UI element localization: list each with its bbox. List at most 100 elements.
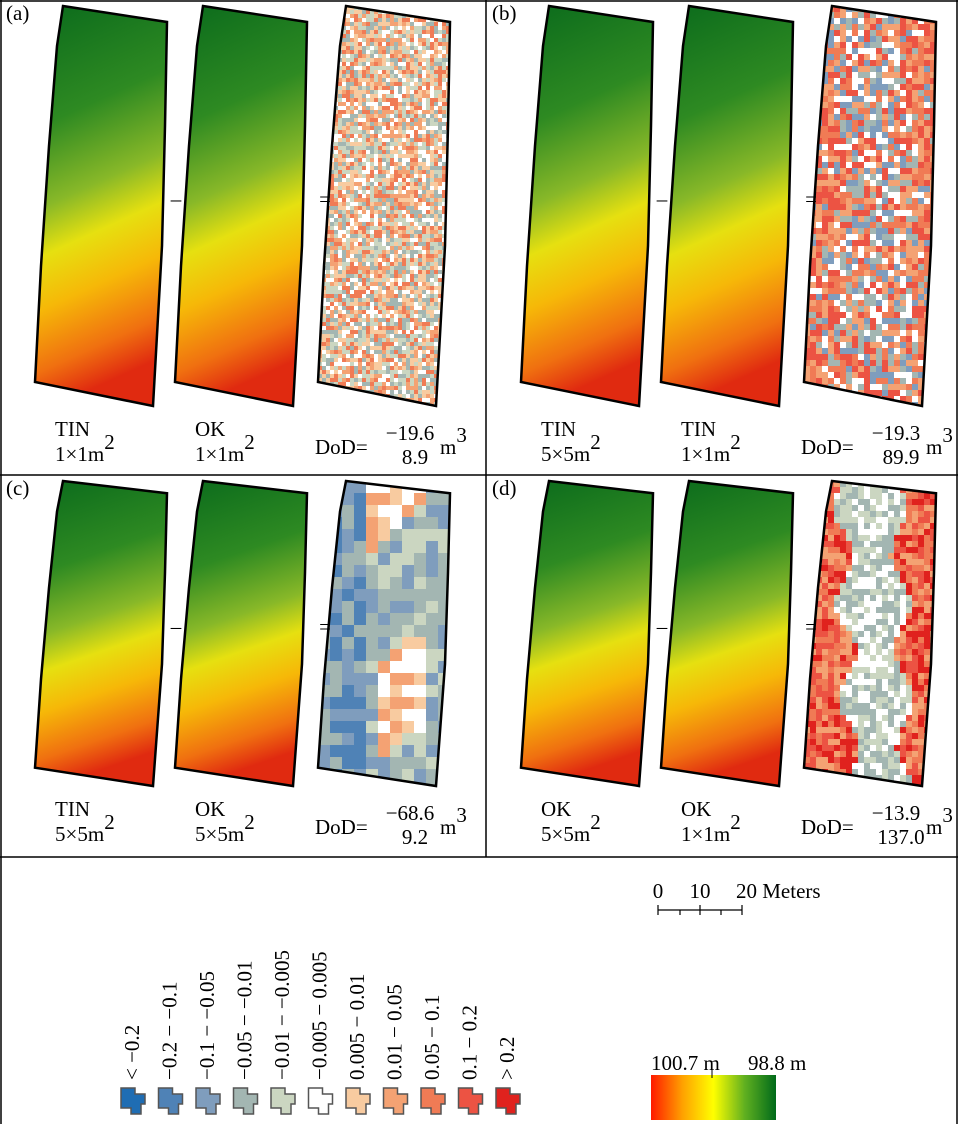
dod-cell xyxy=(900,48,907,55)
dod-cell xyxy=(358,186,363,191)
dod-cell xyxy=(386,374,391,379)
dod-cell xyxy=(342,162,347,167)
dod-cell xyxy=(804,96,811,103)
dod-cell xyxy=(822,216,829,223)
dod-cell xyxy=(386,58,391,63)
dod-cell xyxy=(334,222,339,227)
dod-cell xyxy=(450,390,455,395)
dod-cell xyxy=(354,118,359,123)
dod-cell xyxy=(876,198,883,205)
dod-cell xyxy=(362,126,367,131)
dod-cell xyxy=(370,346,375,351)
dod-cell xyxy=(422,358,427,363)
dod-cell xyxy=(438,122,443,127)
dod-cell xyxy=(882,30,889,37)
dod-cell xyxy=(918,228,925,235)
dod-cell xyxy=(442,70,447,75)
dod-cell xyxy=(366,366,371,371)
dod-cell xyxy=(894,360,901,367)
dod-cell xyxy=(882,324,889,331)
dod-cell xyxy=(918,156,925,163)
dod-cell xyxy=(338,142,343,147)
dod-cell xyxy=(394,118,399,123)
dod-cell xyxy=(418,290,423,295)
dod-cell xyxy=(358,34,363,39)
dod-cell xyxy=(804,138,811,145)
dod-cell xyxy=(390,290,395,295)
dod-cell xyxy=(828,90,835,97)
dod-cell xyxy=(450,70,455,75)
dod-cell xyxy=(406,30,411,35)
dod-cell xyxy=(326,138,331,143)
dod-cell xyxy=(816,330,823,337)
dod-cell xyxy=(378,210,383,215)
dod-cell xyxy=(822,306,829,313)
dod-cell xyxy=(342,214,347,219)
dod-cell xyxy=(426,182,431,187)
dod-cell xyxy=(374,386,379,391)
dod-cell xyxy=(936,366,943,373)
dod-cell xyxy=(358,14,363,19)
dod-cell xyxy=(378,166,383,171)
dod-cell xyxy=(864,384,871,391)
dod-cell xyxy=(430,182,435,187)
dod-cell xyxy=(358,366,363,371)
dod-cell xyxy=(936,96,943,103)
dod-cell xyxy=(810,348,817,355)
dod-cell xyxy=(930,318,937,325)
dod-cell xyxy=(374,190,379,195)
dod-cell xyxy=(894,324,901,331)
dod-cell xyxy=(422,110,427,115)
dod-cell xyxy=(846,330,853,337)
dod-cell xyxy=(382,278,387,283)
dod-cell xyxy=(426,154,431,159)
dod-cell xyxy=(422,350,427,355)
dod-cell xyxy=(422,390,427,395)
dod-cell xyxy=(906,54,913,61)
dod-cell xyxy=(852,156,859,163)
dod-cell xyxy=(804,234,811,241)
dod-cell xyxy=(426,250,431,255)
dod-cell xyxy=(414,230,419,235)
dod-cell xyxy=(394,262,399,267)
dod-cell xyxy=(828,234,835,241)
dod-cell xyxy=(804,162,811,169)
dod-cell xyxy=(362,182,367,187)
dod-cell xyxy=(418,30,423,35)
dod-cell xyxy=(318,54,323,59)
dod-cell xyxy=(426,150,431,155)
dod-cell xyxy=(418,142,423,147)
dod-cell xyxy=(362,218,367,223)
dod-cell xyxy=(370,74,375,79)
dod-cell xyxy=(390,382,395,387)
dod-cell xyxy=(334,346,339,351)
dod-cell xyxy=(450,126,455,131)
dod-cell xyxy=(370,18,375,23)
dod-cell xyxy=(414,358,419,363)
dod-cell xyxy=(418,182,423,187)
dod-cell xyxy=(366,170,371,175)
dod-cell xyxy=(362,290,367,295)
dod-cell xyxy=(322,386,327,391)
dod-cell xyxy=(386,222,391,227)
dod-cell xyxy=(852,30,859,37)
dod-prefix: DoD= xyxy=(801,435,854,459)
dod-cell xyxy=(422,282,427,287)
dod-cell xyxy=(394,266,399,271)
dod-cell xyxy=(816,342,823,349)
dod-cell xyxy=(906,48,913,55)
dod-cell xyxy=(382,58,387,63)
dod-cell xyxy=(322,74,327,79)
dod-cell xyxy=(434,246,439,251)
dod-cell xyxy=(442,378,447,383)
dod-cell xyxy=(326,10,331,15)
dod-cell xyxy=(406,142,411,147)
dod-cell xyxy=(936,72,943,79)
dod-cell xyxy=(362,382,367,387)
dod-cell xyxy=(864,372,871,379)
dod-cell xyxy=(342,234,347,239)
dod-cell xyxy=(318,134,323,139)
dod-cell xyxy=(846,84,853,91)
dod-cell xyxy=(378,162,383,167)
dod-cell xyxy=(422,334,427,339)
